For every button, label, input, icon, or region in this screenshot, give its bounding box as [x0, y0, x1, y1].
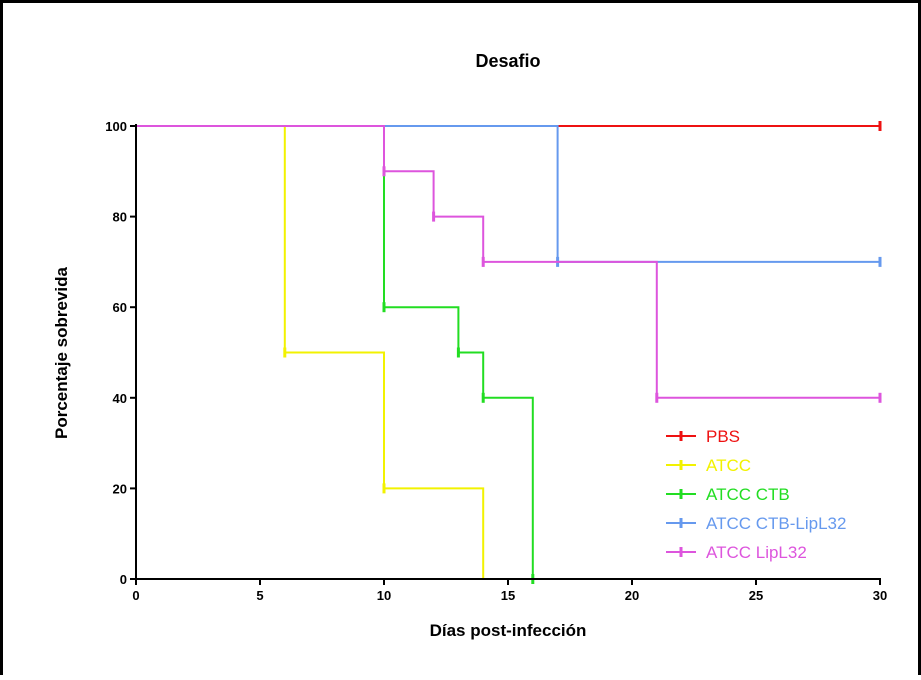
y-tick-label-4: 80 [113, 210, 127, 225]
x-tick-label-4: 20 [625, 588, 639, 603]
legend: PBS ATCC ATCC CTB ATCC CTB-LipL32 ATCC LipL3… [666, 427, 846, 562]
y-tick-label-0: 0 [120, 572, 127, 587]
x-tick-label-1: 5 [256, 588, 263, 603]
y-tick-label-2: 40 [113, 391, 127, 406]
series-line-3 [136, 125, 880, 263]
x-tick-label-5: 25 [749, 588, 763, 603]
legend-label-0: PBS [706, 427, 740, 446]
chart-title: Desafio [475, 51, 540, 71]
series-line-1 [136, 125, 485, 579]
x-tick-label-3: 15 [501, 588, 515, 603]
x-tick-label-0: 0 [132, 588, 139, 603]
x-axis-label: Días post-infección [430, 621, 587, 640]
series-layer [136, 121, 882, 584]
x-tick-label-6: 30 [873, 588, 887, 603]
y-tick-label-5: 100 [105, 119, 127, 134]
series-line-4 [136, 125, 880, 399]
y-tick-label-3: 60 [113, 300, 127, 315]
legend-label-2: ATCC CTB [706, 485, 790, 504]
axes-layer: 0 5 10 15 20 25 30 0 20 40 60 80 100 [105, 119, 887, 603]
legend-label-3: ATCC CTB-LipL32 [706, 514, 846, 533]
x-tick-label-2: 10 [377, 588, 391, 603]
y-tick-label-1: 20 [113, 481, 127, 496]
legend-label-1: ATCC [706, 456, 751, 475]
y-axis-label: Porcentaje sobrevida [52, 266, 71, 439]
legend-label-4: ATCC LipL32 [706, 543, 807, 562]
